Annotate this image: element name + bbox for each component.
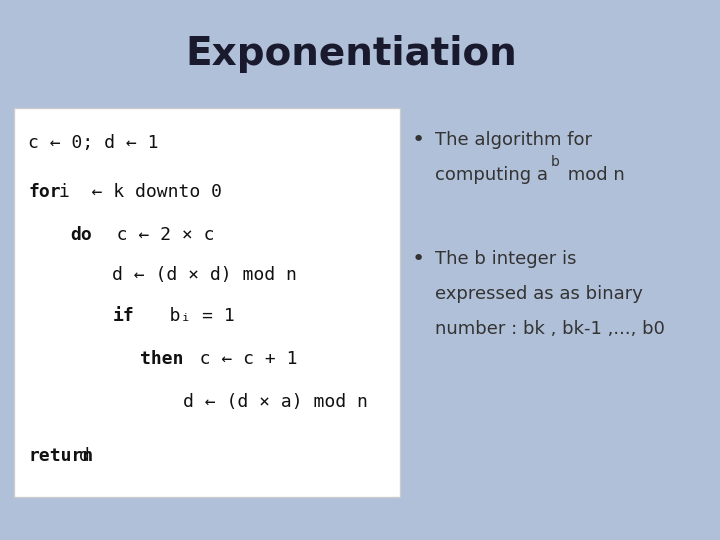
Text: Exponentiation: Exponentiation	[185, 35, 517, 73]
Text: •: •	[411, 130, 424, 151]
Text: then: then	[140, 350, 184, 368]
Text: expressed as as binary: expressed as as binary	[436, 285, 643, 303]
FancyBboxPatch shape	[14, 108, 400, 497]
Text: bᵢ = 1: bᵢ = 1	[126, 307, 235, 325]
Text: i  ← k downto 0: i ← k downto 0	[48, 183, 222, 201]
Text: do: do	[71, 226, 92, 244]
Text: The b integer is: The b integer is	[436, 250, 577, 268]
Text: number : bk , bk-1 ,..., b0: number : bk , bk-1 ,..., b0	[436, 320, 665, 339]
Text: if: if	[112, 307, 134, 325]
Text: d ← (d × d) mod n: d ← (d × d) mod n	[112, 266, 297, 285]
Text: •: •	[411, 249, 424, 269]
Text: b: b	[552, 155, 560, 169]
Text: for: for	[28, 183, 60, 201]
Text: c ← 0; d ← 1: c ← 0; d ← 1	[28, 134, 158, 152]
Text: c ← c + 1: c ← c + 1	[167, 350, 297, 368]
Text: mod n: mod n	[562, 166, 624, 185]
Text: c ← 2 × c: c ← 2 × c	[84, 226, 214, 244]
Text: d ← (d × a) mod n: d ← (d × a) mod n	[183, 393, 367, 411]
Text: return: return	[28, 447, 94, 465]
Text: computing a: computing a	[436, 166, 549, 185]
Text: The algorithm for: The algorithm for	[436, 131, 593, 150]
Text: d: d	[68, 447, 90, 465]
